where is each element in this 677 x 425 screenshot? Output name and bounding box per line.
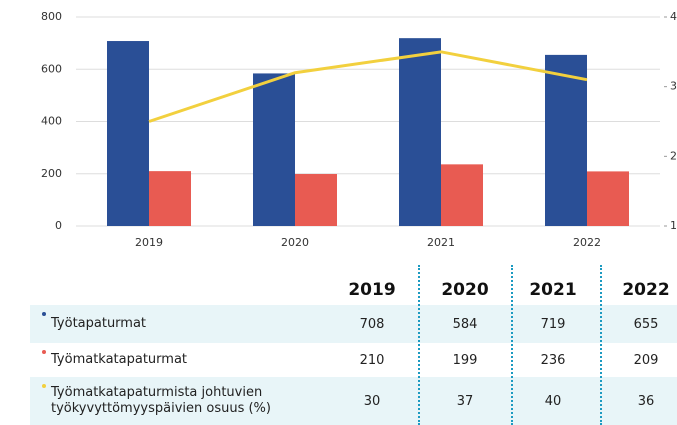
x-tick-label: 2021: [427, 236, 455, 249]
y-tick-label: 400: [41, 115, 62, 128]
y-tick-label: 800: [41, 10, 62, 23]
y2-tick-label: 25: [670, 149, 677, 162]
table-cell: 40: [544, 393, 562, 409]
column-header: 2020: [441, 280, 489, 300]
bar: [149, 171, 191, 226]
y-tick-label: 0: [55, 219, 62, 232]
column-separator: [418, 265, 420, 425]
bar: [441, 164, 483, 226]
table-cell: 584: [452, 316, 478, 332]
table-cell: 210: [359, 352, 385, 368]
column-header: 2022: [622, 280, 670, 300]
bar: [295, 174, 337, 226]
column-separator: [600, 265, 602, 425]
line: [148, 50, 588, 123]
row-label-text: Työmatkatapaturmat: [51, 352, 188, 367]
row-background: [30, 305, 677, 343]
table-cell: 209: [633, 352, 659, 368]
y2-tick-label: 35: [670, 80, 677, 93]
y2-tick-label: 15: [670, 219, 677, 232]
table-cell: 719: [540, 316, 566, 332]
row-label: Työmatkatapaturmista johtuvien työkyvytt…: [42, 377, 322, 425]
legend-swatch: [42, 350, 46, 354]
column-header: 2021: [529, 280, 577, 300]
row-label-text: Työmatkatapaturmista johtuvien työkyvytt…: [51, 385, 271, 416]
table-cell: 708: [359, 316, 385, 332]
bar: [545, 54, 587, 226]
column-separator: [511, 265, 513, 425]
legend-swatch: [42, 312, 46, 316]
row-background: [30, 377, 677, 425]
legend-swatch: [42, 384, 46, 388]
y2-tick-label: 45: [670, 10, 677, 23]
bar: [107, 41, 149, 226]
x-tick-label: 2022: [573, 236, 601, 249]
y-tick-label: 200: [41, 167, 62, 180]
x-tick-label: 2019: [135, 236, 163, 249]
row-label: Työtapaturmat: [42, 305, 322, 343]
x-tick-label: 2020: [281, 236, 309, 249]
table-cell: 30: [363, 393, 381, 409]
y-tick-label: 600: [41, 62, 62, 75]
table-cell: 37: [456, 393, 474, 409]
row-label-text: Työtapaturmat: [51, 316, 147, 331]
bar: [399, 38, 441, 226]
chart: 0 200 400 600 800 15 25 35 45 2019 2020 2021 2022: [41, 10, 677, 249]
row-label: Työmatkatapaturmat: [42, 343, 322, 377]
bar: [587, 171, 629, 226]
table-cell: 199: [452, 352, 478, 368]
table-cell: 655: [633, 316, 659, 332]
bar: [253, 73, 295, 227]
table-cell: 36: [637, 393, 655, 409]
column-header: 2019: [348, 280, 396, 300]
table-cell: 236: [540, 352, 566, 368]
